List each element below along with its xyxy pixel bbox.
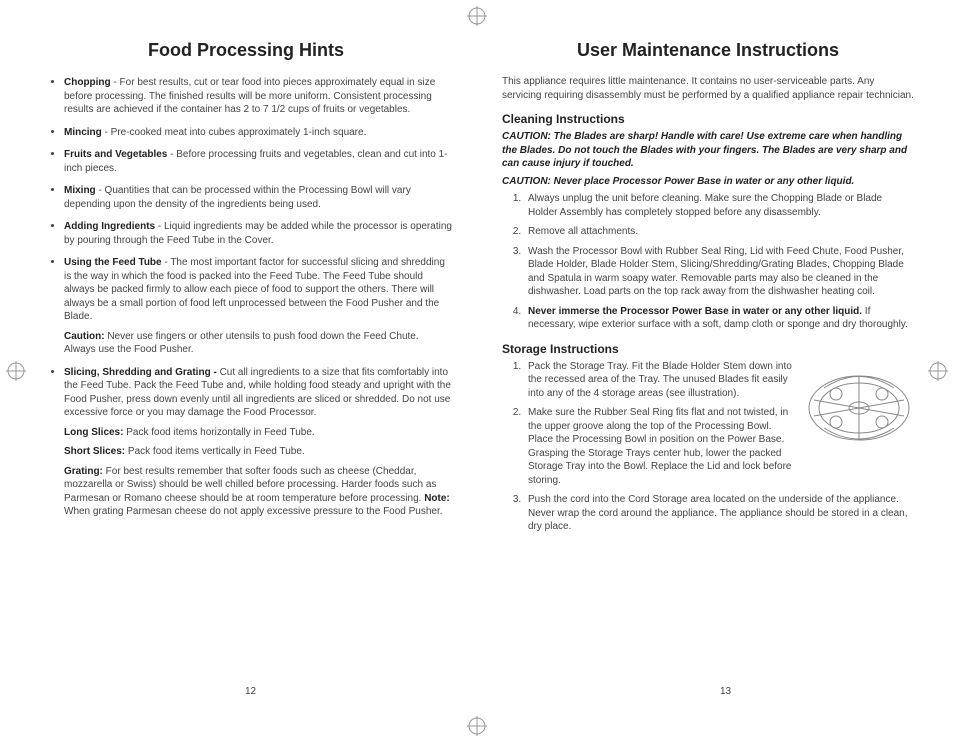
cleaning-heading: Cleaning Instructions [502, 112, 914, 126]
hint-item: Using the Feed Tube - The most important… [64, 255, 452, 357]
hint-item: Mincing - Pre-cooked meat into cubes app… [64, 125, 452, 140]
intro-para: This appliance requires little maintenan… [502, 75, 914, 102]
hint-text: - Quantities that can be processed withi… [64, 185, 411, 210]
caution-2: CAUTION: Never place Processor Power Bas… [502, 175, 914, 189]
hints-list: Chopping - For best results, cut or tear… [40, 75, 452, 519]
caution-text: Never use fingers or other utensils to p… [64, 331, 419, 356]
hint-text: - Pre-cooked meat into cubes approximate… [102, 127, 367, 138]
hint-lead: Mixing [64, 185, 96, 196]
right-page: User Maintenance Instructions This appli… [502, 30, 914, 540]
cleaning-step: Wash the Processor Bowl with Rubber Seal… [524, 245, 914, 299]
long-lead: Long Slices: [64, 427, 123, 438]
long-slices: Long Slices: Pack food items horizontall… [64, 426, 452, 440]
hint-item: Chopping - For best results, cut or tear… [64, 75, 452, 117]
hint-lead: Chopping [64, 77, 111, 88]
storage-heading: Storage Instructions [502, 342, 914, 356]
hint-item: Slicing, Shredding and Grating - Cut all… [64, 365, 452, 519]
page-number-left: 12 [245, 686, 256, 697]
short-slices: Short Slices: Pack food items vertically… [64, 445, 452, 459]
storage-tray-illustration [804, 360, 914, 450]
hint-item: Mixing - Quantities that can be processe… [64, 183, 452, 211]
cleaning-step: Always unplug the unit before cleaning. … [524, 192, 914, 219]
crop-mark-left-icon [6, 361, 26, 381]
right-title: User Maintenance Instructions [502, 40, 914, 61]
grating: Grating: For best results remember that … [64, 465, 452, 519]
short-text: Pack food items vertically in Feed Tube. [125, 446, 305, 457]
cleaning-list: Always unplug the unit before cleaning. … [502, 192, 914, 332]
grating-lead: Grating: [64, 466, 103, 477]
caution-para: Caution: Never use fingers or other uten… [64, 330, 452, 357]
crop-mark-top-icon [467, 6, 487, 26]
crop-mark-bottom-icon [467, 716, 487, 736]
short-lead: Short Slices: [64, 446, 125, 457]
step4-lead: Never immerse the Processor Power Base i… [528, 306, 862, 317]
storage-step: Push the cord into the Cord Storage area… [524, 493, 914, 534]
hint-item: Adding Ingredients - Liquid ingredients … [64, 219, 452, 247]
grating-text: For best results remember that softer fo… [64, 466, 436, 504]
left-title: Food Processing Hints [40, 40, 452, 61]
note-text: When grating Parmesan cheese do not appl… [64, 506, 443, 517]
note-lead: Note: [424, 493, 450, 504]
hint-item: Fruits and Vegetables - Before processin… [64, 147, 452, 175]
hint-text: - For best results, cut or tear food int… [64, 77, 435, 115]
storage-block: Pack the Storage Tray. Fit the Blade Hol… [502, 360, 914, 534]
cleaning-step: Remove all attachments. [524, 225, 914, 239]
hint-lead: Fruits and Vegetables [64, 149, 167, 160]
hint-lead: Mincing [64, 127, 102, 138]
crop-mark-right-icon [928, 361, 948, 381]
page-number-right: 13 [720, 686, 731, 697]
caution-lead: Caution: [64, 331, 105, 342]
long-text: Pack food items horizontally in Feed Tub… [123, 427, 314, 438]
cleaning-step: Never immerse the Processor Power Base i… [524, 305, 914, 332]
left-page: Food Processing Hints Chopping - For bes… [40, 30, 452, 540]
hint-lead: Using the Feed Tube [64, 257, 162, 268]
hint-lead: Adding Ingredients [64, 221, 155, 232]
hint-lead: Slicing, Shredding and Grating - [64, 367, 220, 378]
caution-1: CAUTION: The Blades are sharp! Handle wi… [502, 130, 914, 171]
